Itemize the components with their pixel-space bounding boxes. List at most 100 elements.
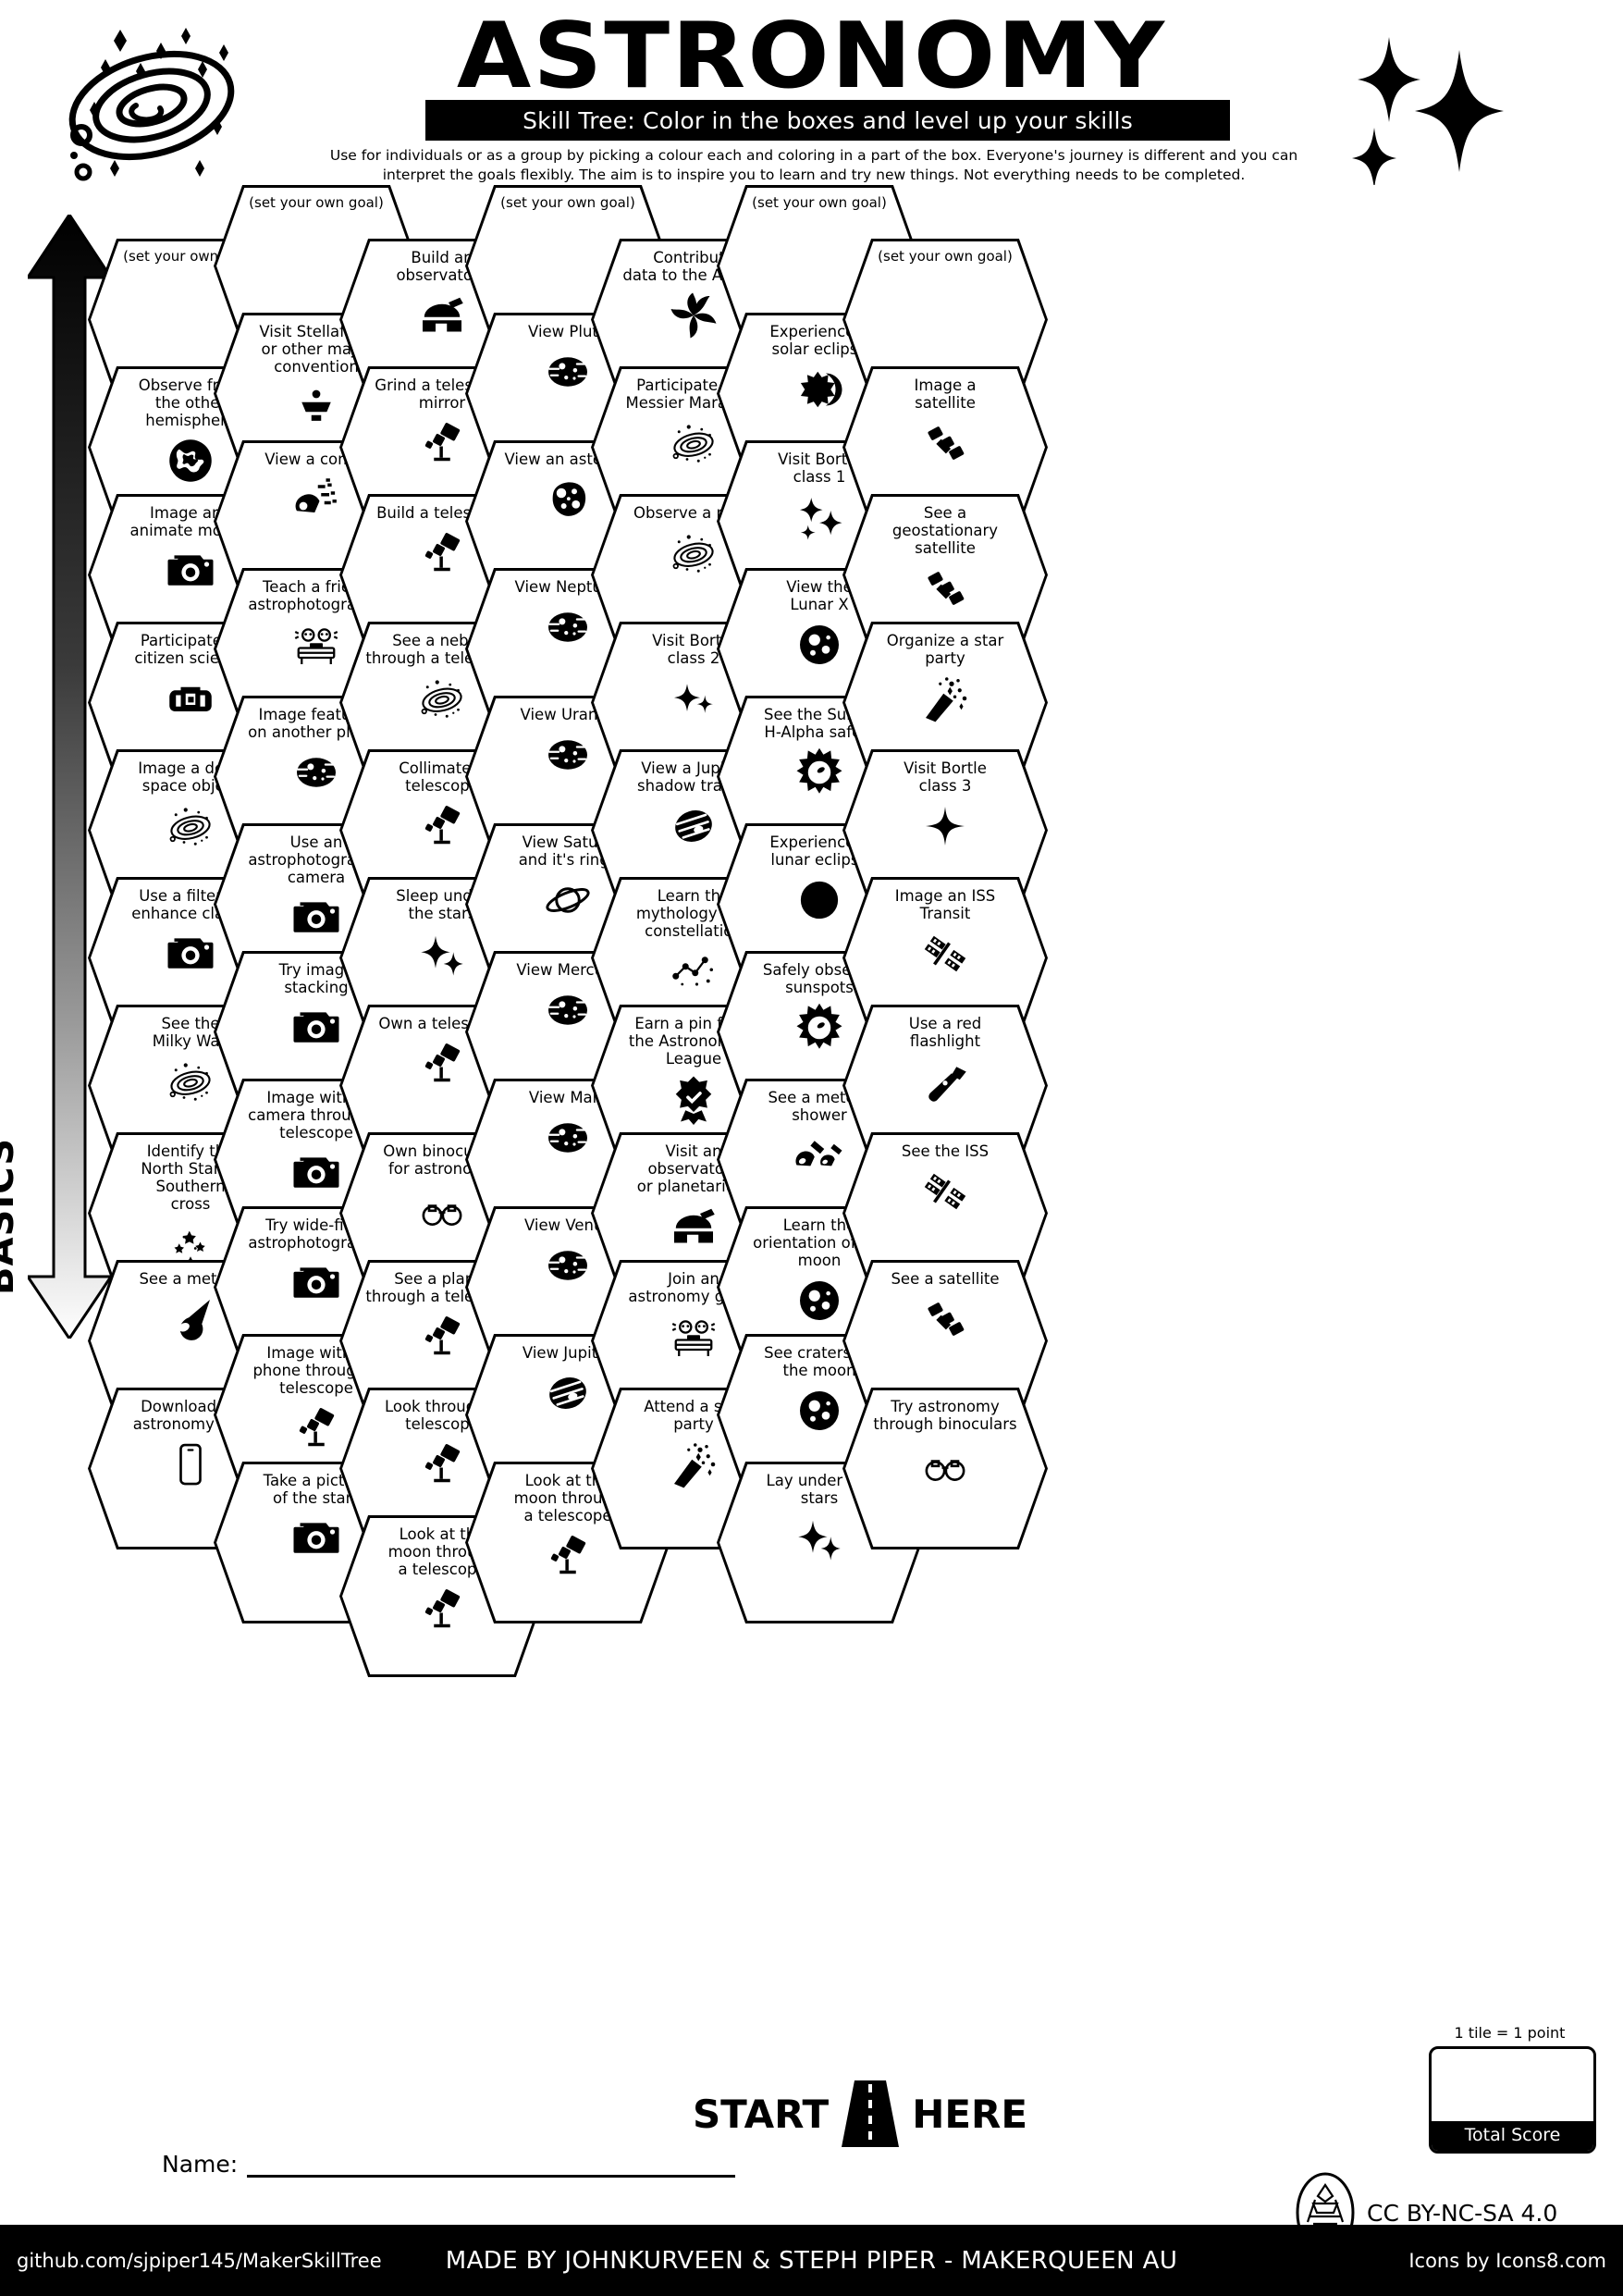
name-label: Name: [162,2151,239,2178]
asteroid-icon [542,474,594,525]
footer-icon-credit[interactable]: Icons by Icons8.com [1408,2249,1606,2272]
skill-tile-label: Identify the North Star or Southern cross [141,1142,240,1214]
skill-tile-label: View Pluto [528,323,608,340]
iss-icon [919,1166,971,1217]
skill-tile-label: Try image stacking [278,961,354,997]
teaching-icon [668,1311,719,1363]
comet-icon [290,474,342,525]
skill-tile-label: Sleep under the stars [396,887,488,923]
here-word: HERE [912,2091,1028,2137]
one-sparkle-icon [919,800,971,852]
galaxy-icon [48,17,261,183]
satellite-icon [919,417,971,469]
skill-tile-label: Look at the moon through a telescope [513,1472,622,1525]
planet-icon [542,601,594,653]
skill-tile-label: (set your own goal) [878,248,1013,265]
skill-tile-label: Visit Bortle class 2 [652,632,735,668]
camera-icon [290,1257,342,1309]
camera-icon [290,1147,342,1199]
constellation-line-icon [668,945,719,997]
iss-icon [919,928,971,980]
eclipse-icon [793,364,845,415]
skill-tile-label: Experience a lunar eclipse [769,833,869,870]
telescope-icon [542,1530,594,1582]
skill-tile-label: Build an observatory [396,249,488,285]
telescope-icon [416,417,468,469]
planet-icon [542,729,594,781]
skill-tile-label: (set your own goal) [752,194,887,211]
observatory-icon [416,290,468,341]
two-sparkles-icon [668,673,719,724]
footer: github.com/sjpiper145/MakerSkillTree MAD… [0,2225,1623,2296]
skill-tile-label: See a meteor shower [768,1089,871,1125]
galaxy-outline-icon [668,527,719,579]
total-score-box[interactable]: Total Score [1429,2046,1596,2154]
total-score-label: Total Score [1432,2121,1593,2151]
dark-moon-icon [793,874,845,926]
skill-tile-label: See a geostationary satellite [891,504,999,558]
saturn-icon [542,874,594,926]
level-gradient-arrow [25,212,114,1341]
podium-icon [290,381,342,433]
meteor-icon [165,1293,216,1345]
telescope-icon [416,1038,468,1090]
skill-tile-label: View Mercury [516,961,620,979]
skill-tile-label: Image a satellite [914,376,977,413]
planet-icon [542,1112,594,1164]
three-sparkles-icon [793,491,845,543]
skill-tile-label: See the ISS [901,1142,990,1160]
camera-icon [290,1002,342,1054]
hands-icon [165,673,216,724]
camera-icon [165,545,216,597]
skill-tile-label: View Mars [528,1089,608,1106]
party-icon [919,673,971,724]
skill-tile-label: View Uranus [520,706,616,723]
name-field[interactable]: Name: [162,2151,735,2178]
footer-repo-link[interactable]: github.com/sjpiper145/MakerSkillTree [17,2249,382,2272]
sparkles-icon [1332,19,1544,189]
name-input-line[interactable] [247,2151,735,2178]
subtitle-banner: Skill Tree: Color in the boxes and level… [425,100,1230,141]
jupiter-icon [668,800,719,852]
teaching-icon [290,619,342,671]
camera-icon [290,1512,342,1564]
galaxy-outline-icon [165,800,216,852]
intro-text: Use for individuals or as a group by pic… [329,147,1298,183]
camera-icon [165,928,216,980]
skill-tile-label: Try astronomy through binoculars [873,1398,1017,1434]
observatory-icon [668,1201,719,1253]
galaxy-outline-icon [165,1055,216,1107]
galaxy-outline-icon [668,417,719,469]
telescope-icon [416,1311,468,1363]
page-title: ASTRONOMY [456,4,1167,109]
skill-tile-label: Image with a camera through a telescope [248,1089,385,1142]
satellite-icon [919,562,971,614]
party-icon [668,1438,719,1490]
sparkle-stars-icon [793,1512,845,1564]
badge-icon [668,1073,719,1126]
skill-tile-label: Visit Bortle class 1 [778,451,861,487]
skill-tile-label: Use a red flashlight [908,1015,982,1051]
telescope-icon [416,1584,468,1636]
tile-point-note: 1 tile = 1 point [1454,2024,1566,2042]
satellite-icon [919,1293,971,1345]
moon-icon [793,1275,845,1327]
skill-tile[interactable]: Try astronomy through binoculars [842,1388,1048,1549]
moon-icon [793,619,845,671]
skill-tile-label: View Saturn and it's rings [518,833,618,870]
phone-icon [165,1438,216,1490]
subtitle-text: Skill Tree: Color in the boxes and level… [523,106,1133,134]
skill-tile-label: Visit Bortle class 3 [904,759,987,796]
skill-tile-label: Visit Stellafane or other major convention [259,323,374,376]
meteor-shower-icon [793,1129,845,1181]
license-text: CC BY-NC-SA 4.0 [1367,2200,1558,2227]
skill-tile-label: View the Lunar X [786,578,853,614]
moon-icon [793,1385,845,1437]
globe-icon [165,435,216,487]
skill-tile-label: See the Sun in H-Alpha safely [763,706,876,742]
start-here-marker: START HERE [684,2080,1036,2147]
skill-tile-label: Image with a phone through a telescope [252,1344,380,1398]
telescope-icon [416,527,468,579]
